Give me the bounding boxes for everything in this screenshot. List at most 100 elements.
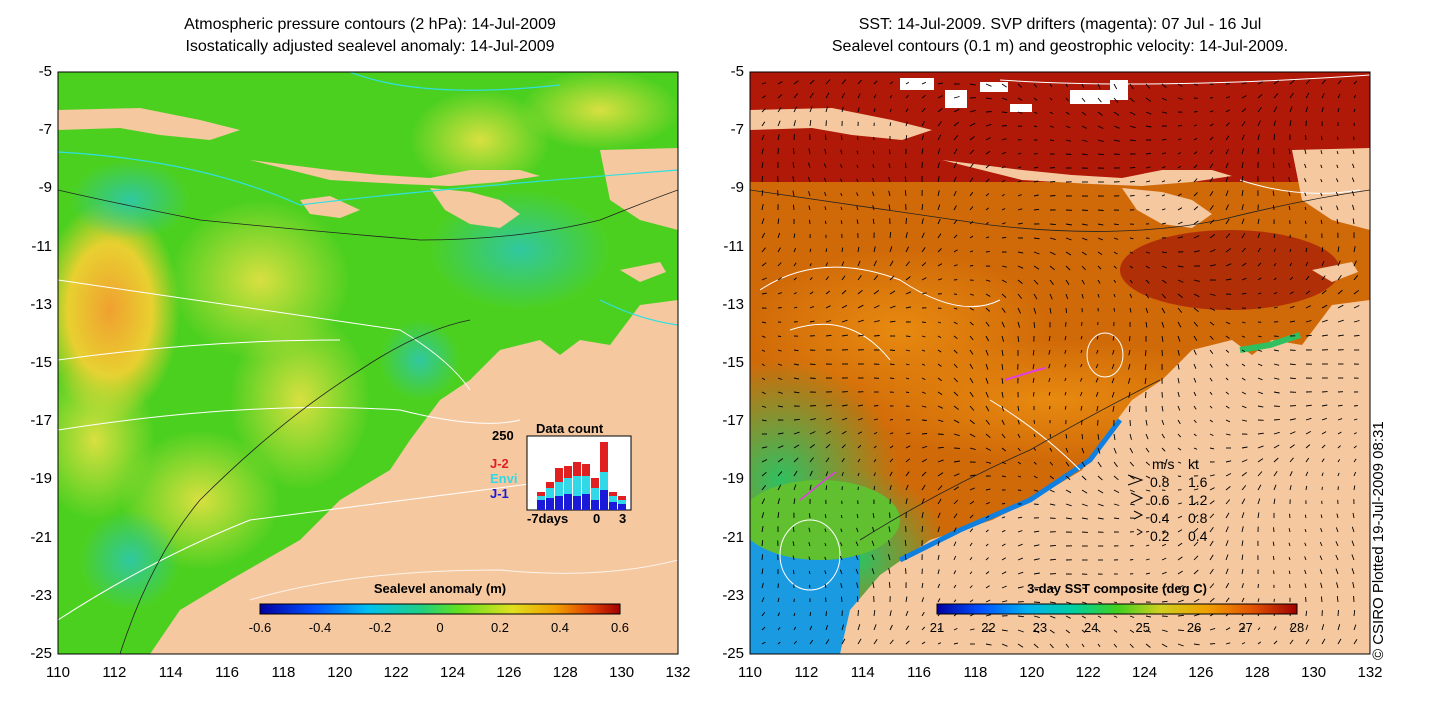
velocity-arrow [1209,568,1214,575]
velocity-arrow [1112,405,1115,412]
velocity-arrow [1049,83,1053,88]
velocity-arrow [825,457,830,463]
velocity-arrow [1177,179,1182,183]
velocity-arrow [809,625,813,631]
velocity-arrow [887,554,891,561]
velocity-arrow [1304,556,1307,561]
velocity-arrow [1129,279,1133,284]
velocity-arrow [1097,629,1101,633]
velocity-arrow [1177,97,1183,100]
velocity-arrow [1161,293,1167,299]
velocity-arrow [969,293,974,296]
velocity-arrow [1001,279,1007,283]
velocity-arrow [953,377,958,383]
velocity-arrow [1081,83,1085,89]
velocity-arrow [937,162,940,169]
velocity-arrow [905,217,907,225]
velocity-arrow [841,638,846,645]
velocity-arrow [1337,418,1343,421]
velocity-arrow [1241,134,1245,141]
velocity-arrow [1209,433,1214,437]
velocity-arrow [1081,125,1088,129]
velocity-arrow [905,121,908,127]
velocity-arrow [969,447,976,451]
velocity-arrow [1081,237,1088,241]
velocity-arrow [1337,289,1343,295]
velocity-arrow [872,513,875,519]
velocity-arrow [969,433,976,438]
velocity-arrow [1032,391,1035,397]
velocity-arrow [969,599,974,603]
speed-legend-ms: m/s [1152,456,1175,472]
velocity-arrow [777,445,784,449]
velocity-arrow [1241,472,1247,477]
velocity-arrow [1320,514,1323,519]
velocity-arrow [857,334,864,337]
velocity-arrow [1193,419,1197,423]
velocity-arrow [969,405,975,411]
velocity-arrow [1113,643,1118,648]
velocity-arrow [809,320,815,323]
velocity-arrow [953,234,958,239]
velocity-arrow [1097,237,1103,241]
velocity-arrow [873,405,879,407]
velocity-arrow [1353,458,1357,463]
velocity-arrow [1001,293,1007,299]
data-count-bar [609,496,617,502]
left-title-line2: Isostatically adjusted sealevel anomaly:… [185,38,555,55]
y-axis-label: -19 [30,470,52,488]
velocity-arrow [1129,194,1135,197]
velocity-arrow [1097,83,1101,89]
velocity-arrow [1305,261,1309,267]
velocity-arrow [985,97,992,100]
velocity-arrow [872,205,875,211]
velocity-arrow [1097,97,1102,103]
velocity-arrow [1033,251,1040,255]
velocity-arrow [1352,218,1355,225]
velocity-arrow [1097,125,1104,129]
data-count-title: Data count [536,421,604,436]
velocity-arrow [921,433,928,435]
velocity-arrow [1193,541,1199,547]
velocity-arrow [905,162,907,169]
velocity-arrow [1257,377,1263,381]
velocity-arrow [825,443,831,449]
velocity-arrow [1288,205,1291,211]
velocity-arrow [937,377,942,382]
velocity-arrow [793,233,796,239]
velocity-arrow [1017,83,1023,88]
velocity-arrow [905,391,910,394]
y-axis-label: -9 [730,179,744,197]
velocity-arrow [1081,475,1087,481]
velocity-arrow [1177,447,1182,451]
velocity-arrow [1273,470,1278,477]
sst-colorbar [936,603,1298,615]
velocity-arrow [856,150,859,155]
velocity-arrow [1001,363,1004,370]
y-axis-label: -17 [30,412,52,430]
velocity-arrow [872,526,875,533]
velocity-arrow [1353,432,1357,435]
velocity-arrow [1225,568,1229,575]
velocity-arrow [777,107,782,113]
velocity-arrow [1257,107,1262,113]
velocity-arrow [889,458,894,463]
velocity-arrow [905,596,908,603]
y-axis-label: -5 [730,63,744,80]
velocity-arrow [1305,79,1311,85]
velocity-arrow [792,555,795,561]
velocity-arrow [1017,433,1021,439]
velocity-arrow [1001,475,1006,478]
velocity-arrow [1193,279,1200,282]
velocity-arrow [1145,643,1151,648]
velocity-arrow [1095,377,1099,383]
velocity-arrow [1209,219,1215,225]
velocity-arrow [969,265,974,267]
velocity-arrow [905,458,911,463]
velocity-arrow [856,165,859,169]
velocity-arrow [761,498,766,505]
velocity-arrow [1193,461,1198,464]
velocity-arrow [1225,642,1231,645]
velocity-arrow [809,611,812,617]
velocity-arrow [1352,512,1355,519]
